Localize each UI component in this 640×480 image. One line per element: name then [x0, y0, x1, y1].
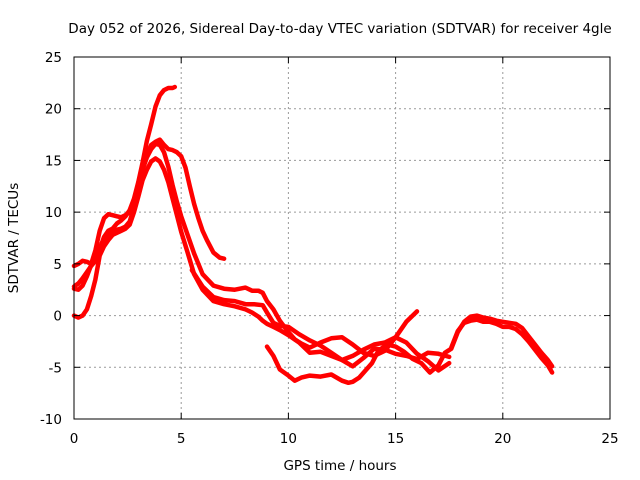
- series-arc-2: [71, 137, 227, 269]
- series-arc-4: [71, 156, 452, 373]
- y-tick-label: -10: [40, 412, 62, 428]
- x-axis-label: GPS time / hours: [283, 458, 396, 474]
- y-axis-label: SDTVAR / TECUs: [6, 183, 22, 293]
- y-tick-label: 10: [45, 205, 62, 221]
- chart-title: Day 052 of 2026, Sidereal Day-to-day VTE…: [68, 21, 611, 37]
- y-tick-label: 0: [53, 309, 62, 325]
- x-tick-label: 25: [601, 431, 618, 447]
- series-arc-6: [264, 313, 555, 386]
- series-arc-5: [189, 267, 452, 369]
- y-tick-label: 15: [45, 153, 62, 169]
- series-arc-7: [449, 317, 555, 375]
- y-tick-label: -5: [49, 360, 62, 376]
- grid-lines: [74, 57, 610, 419]
- y-tick-label: 5: [53, 257, 62, 273]
- y-tick-labels: -10 -5 0 5 10 15 20 25: [40, 50, 62, 428]
- data-series: [71, 84, 555, 386]
- tick-marks: [73, 56, 611, 420]
- x-tick-labels: 0 5 10 15 20 25: [70, 431, 619, 447]
- plot-frame: [73, 56, 611, 420]
- x-tick-label: 0: [70, 431, 79, 447]
- series-arc-1: [71, 84, 178, 289]
- series-arc-3: [71, 141, 420, 359]
- x-tick-label: 10: [280, 431, 297, 447]
- y-tick-label: 20: [45, 102, 62, 118]
- y-tick-label: 25: [45, 50, 62, 66]
- x-tick-label: 5: [177, 431, 186, 447]
- x-tick-label: 15: [387, 431, 404, 447]
- x-tick-label: 20: [494, 431, 511, 447]
